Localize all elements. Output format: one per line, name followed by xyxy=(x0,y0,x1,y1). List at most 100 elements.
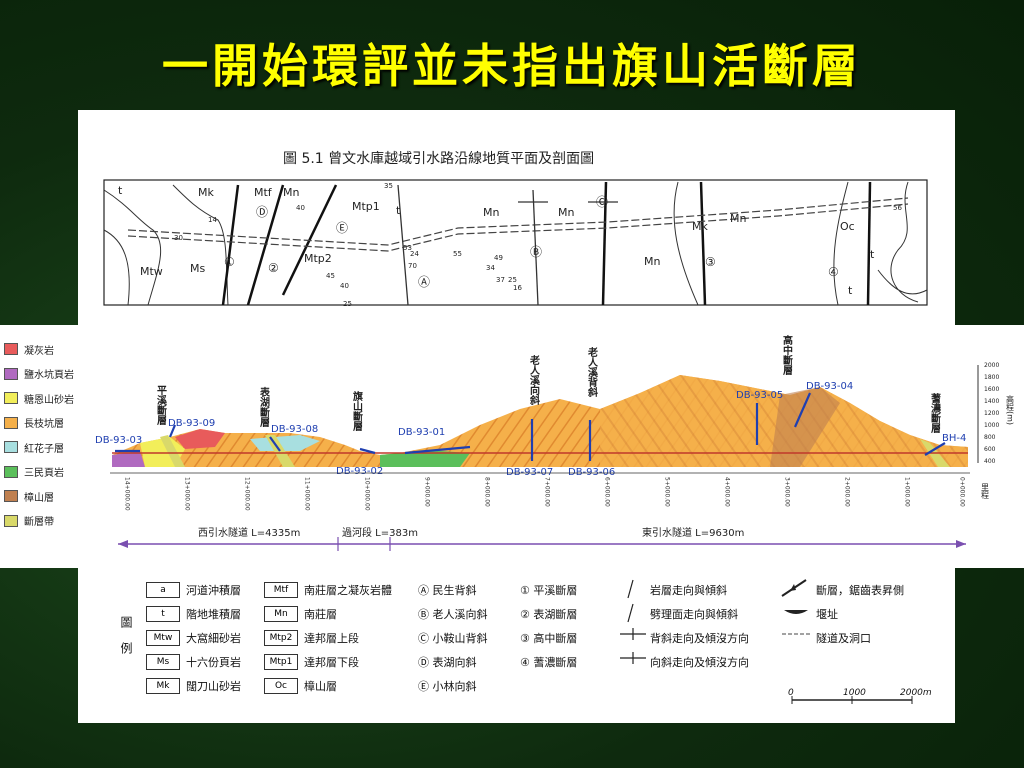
legend-swatch xyxy=(4,416,18,429)
fold-legend-item: Ⓐ 民生背斜 xyxy=(418,584,477,597)
terrain-outline-east xyxy=(877,181,928,303)
symbol-legend-item: 斷層，鋸齒表昇側 xyxy=(816,584,904,597)
legend-item: 紅花子層 xyxy=(4,435,104,460)
unit-name: 河道沖積層 xyxy=(186,584,241,597)
elev-tick: 400 xyxy=(984,458,996,465)
terrain-outline-west xyxy=(103,189,162,306)
unit-label: t xyxy=(118,184,123,197)
fault-marker: ② xyxy=(268,261,279,275)
chainage-tick: 14+000.00 xyxy=(124,477,131,511)
unit-label: Mn xyxy=(283,186,299,199)
fault-line-5 xyxy=(699,181,707,306)
unit-label: Mtw xyxy=(140,265,163,278)
structure-label: 老人溪向斜 xyxy=(528,354,541,406)
fault-legend-item: ② 表湖斷層 xyxy=(520,608,578,621)
shale-green-layer xyxy=(380,451,470,467)
borehole-label: DB-93-06 xyxy=(568,467,615,478)
structure-label: 高中斷層 xyxy=(781,334,793,376)
legend-swatch xyxy=(4,367,18,380)
unit-code-box: Ms xyxy=(146,654,180,670)
chainage-tick: 5+000.00 xyxy=(664,477,671,507)
fault-symbols xyxy=(781,579,810,635)
fault-zone xyxy=(160,435,185,467)
svg-text:25: 25 xyxy=(343,300,352,308)
structure-label: 蓍濃斷層 xyxy=(929,392,941,434)
elev-tick: 1400 xyxy=(984,398,999,405)
borehole-label: DB-93-04 xyxy=(806,381,853,392)
section-svg: DB-93-03 DB-93-09 DB-93-08 DB-93-02 DB-9… xyxy=(95,334,1015,551)
elev-tick: 1000 xyxy=(984,422,999,429)
unit-name: 樟山層 xyxy=(304,680,337,693)
chainage-tick: 4+000.00 xyxy=(724,477,731,507)
unit-label: t xyxy=(396,204,401,217)
chainage-tick: 7+000.00 xyxy=(544,477,551,507)
structure-label: 旗山斷層 xyxy=(351,390,363,432)
svg-text:24: 24 xyxy=(410,250,419,258)
fault-legend-item: ③ 高中斷層 xyxy=(520,632,578,645)
unit-name: 達邦層下段 xyxy=(304,656,359,669)
unit-label: Mk xyxy=(692,220,708,233)
fault-line-6 xyxy=(866,181,872,306)
fault-marker: ① xyxy=(224,255,235,269)
unit-boundary xyxy=(833,181,849,306)
unit-label: Mtf xyxy=(254,186,273,199)
unit-label: Mn xyxy=(558,206,574,219)
legend-swatch xyxy=(4,465,18,478)
unit-name: 達邦層上段 xyxy=(304,632,359,645)
tuff-layer xyxy=(175,429,225,449)
slide-title: 一開始環評並未指出旗山活斷層 xyxy=(162,39,862,93)
tunnel-route xyxy=(127,203,909,252)
legend-swatch xyxy=(4,392,18,405)
borehole-label: DB-93-07 xyxy=(506,467,553,478)
fold-marker: Ⓐ xyxy=(418,275,430,289)
unit-name: 階地堆積層 xyxy=(186,608,241,621)
fold-legend-item: Ⓓ 表湖向斜 xyxy=(418,656,477,669)
symbol-legend-item: 劈理面走向與傾斜 xyxy=(650,608,738,621)
chainage-tick: 10+000.00 xyxy=(364,477,371,511)
borehole-label: DB-93-01 xyxy=(398,427,445,438)
legend-swatch xyxy=(4,514,18,527)
map-legend: 圖例 a 河道沖積層 t 階地堆積層 Mtw 大窩細砂岩 Ms 十六份頁岩 Mk… xyxy=(78,568,955,723)
svg-text:45: 45 xyxy=(326,272,335,280)
svg-text:35: 35 xyxy=(384,182,393,190)
svg-text:70: 70 xyxy=(408,262,417,270)
symbol-legend-item: 向斜走向及傾沒方向 xyxy=(650,656,749,669)
borehole-label: DB-93-05 xyxy=(736,390,783,401)
geologic-cross-section: 凝灰岩 鹽水坑頁岩 糖恩山砂岩 長枝坑層 紅花子層 三民頁岩 樟山層 斷層帶 xyxy=(0,325,1024,568)
elev-tick: 1800 xyxy=(984,374,999,381)
unit-code-box: Oc xyxy=(264,678,298,694)
svg-text:14: 14 xyxy=(208,216,217,224)
geologic-plan-map: 圖 5.1 曾文水庫越域引水路沿線地質平面及剖面圖 t Mk Mtf Mn Mt… xyxy=(78,110,955,325)
unit-code-box: Mtp1 xyxy=(264,654,298,670)
legend-item: 樟山層 xyxy=(4,484,104,509)
svg-text:49: 49 xyxy=(494,254,503,262)
fault-legend-item: ④ 蓍濃斷層 xyxy=(520,656,578,669)
elev-tick: 800 xyxy=(984,434,996,441)
unit-label: Mtp2 xyxy=(304,252,332,265)
borehole-label: BH-4 xyxy=(942,433,966,444)
svg-text:55: 55 xyxy=(453,250,462,258)
chainage-tick: 8+000.00 xyxy=(484,477,491,507)
fault-line-2 xyxy=(246,184,285,306)
map-frame xyxy=(103,179,928,306)
elev-tick: 2000 xyxy=(984,362,999,369)
unit-boundary xyxy=(673,181,699,306)
legend-swatch xyxy=(4,490,18,503)
elev-tick: 1200 xyxy=(984,410,999,417)
legend-item: 鹽水坑頁岩 xyxy=(4,362,104,387)
structure-label: 老人溪背斜 xyxy=(586,346,599,398)
unit-name: 大窩細砂岩 xyxy=(186,632,241,645)
svg-text:25: 25 xyxy=(508,276,517,284)
scale-bar xyxy=(791,696,913,704)
svg-text:30: 30 xyxy=(174,234,183,242)
unit-code-box: a xyxy=(146,582,180,598)
shale-layer xyxy=(112,451,145,467)
legend-item: 長枝坑層 xyxy=(4,411,104,436)
legend-swatch xyxy=(4,441,18,454)
unit-name: 南莊層 xyxy=(304,608,337,621)
legend-swatch xyxy=(4,343,18,356)
fault-marker: ③ xyxy=(705,255,716,269)
svg-text:16: 16 xyxy=(513,284,522,292)
borehole-label: DB-93-02 xyxy=(336,466,383,477)
chainage-tick: 0+000.00 xyxy=(959,477,966,507)
